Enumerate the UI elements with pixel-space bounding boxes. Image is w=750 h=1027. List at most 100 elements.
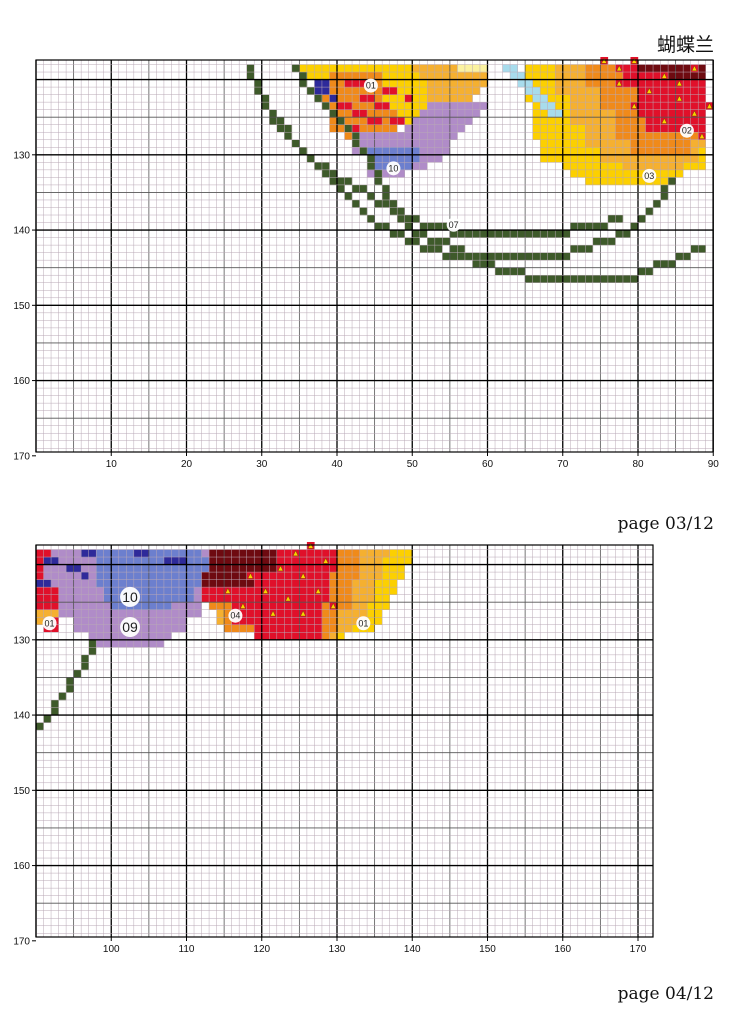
stitch-cell	[540, 117, 548, 125]
stitch-cell	[419, 154, 428, 163]
stitch-cell	[427, 222, 436, 231]
stitch-cell	[645, 207, 654, 216]
stitch-cell	[434, 102, 443, 110]
stitch-cell	[306, 64, 315, 73]
stitch-cell	[510, 267, 518, 276]
stitch-cell	[457, 64, 466, 73]
triangle-symbol	[691, 65, 698, 72]
stitch-cell	[314, 87, 323, 95]
stitch-cell	[660, 260, 669, 268]
stitch-cell	[434, 64, 443, 73]
stitch-cell	[698, 79, 706, 88]
stitch-cell	[359, 139, 368, 148]
stitch-cell	[660, 162, 669, 171]
stitch-cell	[592, 147, 601, 156]
stitch-cell	[321, 64, 330, 73]
stitch-cell	[532, 132, 541, 140]
stitch-cell	[374, 109, 383, 118]
triangle-symbol	[661, 117, 668, 124]
stitch-cell	[442, 72, 451, 80]
stitch-cell	[525, 230, 533, 238]
stitch-cell	[412, 162, 420, 171]
stitch-cell	[645, 64, 654, 73]
stitch-cell	[457, 87, 466, 95]
stitch-cell	[585, 117, 594, 125]
stitch-cell	[683, 139, 691, 148]
stitch-cell	[547, 72, 556, 80]
stitch-cell	[382, 94, 390, 103]
stitch-cell	[660, 192, 669, 201]
stitch-cell	[675, 72, 684, 80]
y-tick-label: 160	[13, 376, 30, 387]
stitch-cell	[577, 124, 586, 133]
stitch-cell	[660, 102, 669, 110]
stitch-cell	[653, 79, 661, 88]
stitch-cell	[585, 109, 594, 118]
stitch-cell	[615, 275, 624, 283]
stitch-cell	[532, 275, 541, 283]
stitch-cell	[592, 102, 601, 110]
stitch-cell	[555, 102, 563, 110]
x-tick-label: 50	[407, 459, 419, 470]
stitch-cell	[622, 147, 631, 156]
stitch-cell	[299, 147, 308, 156]
stitch-cell	[449, 245, 458, 253]
stitch-cell	[645, 154, 654, 163]
stitch-cell	[495, 252, 503, 261]
stitch-cell	[434, 87, 443, 95]
stitch-cell	[427, 102, 436, 110]
stitch-cell	[397, 109, 405, 118]
stitch-cell	[653, 94, 661, 103]
stitch-cell	[329, 72, 338, 80]
stitch-cell	[397, 169, 405, 178]
stitch-cell	[607, 275, 616, 283]
stitch-cell	[690, 124, 699, 133]
stitch-cell	[562, 124, 571, 133]
stitch-cell	[525, 94, 533, 103]
stitch-cell	[510, 64, 518, 73]
stitch-cell	[585, 64, 594, 73]
stitch-cell	[562, 102, 571, 110]
stitch-cell	[382, 132, 390, 140]
stitch-cell	[397, 94, 405, 103]
stitch-cell	[404, 79, 413, 88]
stitch-cell	[479, 72, 488, 80]
stitch-cell	[690, 87, 699, 95]
stitch-cell	[570, 87, 578, 95]
stitch-cell	[532, 64, 541, 73]
stitch-cell	[653, 154, 661, 163]
stitch-cell	[532, 124, 541, 133]
stitch-cell	[389, 199, 398, 208]
stitch-cell	[600, 147, 609, 156]
stitch-cell	[374, 162, 383, 171]
stitch-cell	[600, 64, 609, 73]
stitch-cell	[630, 72, 639, 80]
stitch-cell	[419, 222, 428, 231]
stitch-cell	[329, 124, 338, 133]
stitch-cell	[389, 207, 398, 216]
stitch-cell	[427, 245, 436, 253]
stitch-cell	[622, 132, 631, 140]
stitch-cell	[630, 64, 639, 73]
stitch-cell	[329, 102, 338, 110]
stitch-cell	[547, 252, 556, 261]
stitch-cell	[600, 162, 609, 171]
stitch-cell	[668, 79, 676, 88]
stitch-cell	[615, 94, 624, 103]
stitch-cell	[434, 132, 443, 140]
stitch-cell	[314, 162, 323, 171]
stitch-cell	[404, 237, 413, 246]
stitch-cell	[585, 87, 594, 95]
stitch-cell	[668, 147, 676, 156]
stitch-cell	[540, 79, 548, 88]
stitch-cell	[457, 102, 466, 110]
stitch-cell	[600, 237, 609, 246]
stitch-cell	[397, 147, 405, 156]
stitch-cell	[668, 162, 676, 171]
stitch-cell	[427, 124, 436, 133]
stitch-cell	[404, 117, 413, 125]
stitch-cell	[585, 132, 594, 140]
stitch-cell	[434, 147, 443, 156]
stitch-cell	[630, 117, 639, 125]
stitch-cell	[337, 72, 345, 80]
